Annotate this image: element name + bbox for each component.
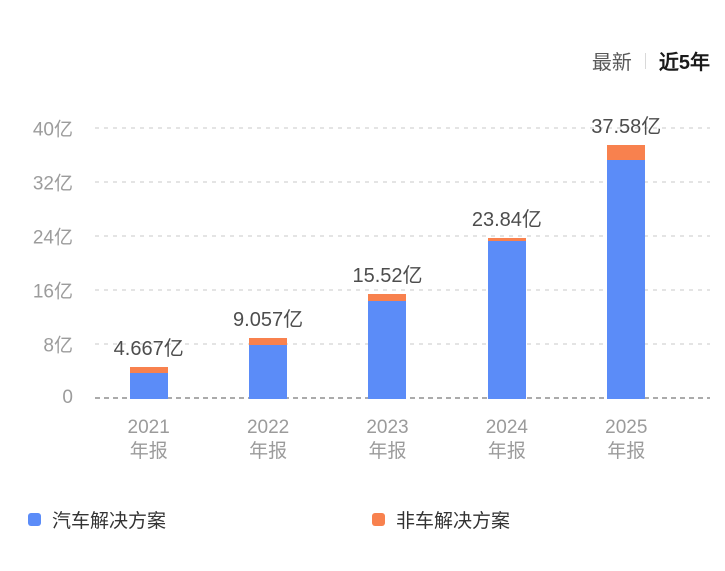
bar-stack[interactable] [249, 337, 288, 399]
y-tick-label: 24亿 [32, 227, 73, 249]
bar-slot[interactable]: 9.057亿 [208, 128, 327, 399]
non-auto-series-swatch-icon [372, 513, 385, 526]
bar-slot[interactable]: 15.52亿 [328, 128, 447, 399]
period-switcher: 最新 近5年 [592, 46, 710, 75]
legend-item-auto[interactable]: 汽车解决方案 [28, 506, 166, 533]
y-tick-label: 16亿 [32, 281, 73, 303]
tab-divider [644, 52, 646, 69]
x-axis-label: 2022 年报 [246, 417, 290, 462]
bar-stack[interactable] [129, 367, 168, 399]
legend-label-auto: 汽车解决方案 [52, 511, 167, 532]
x-axis-label: 2023 年报 [366, 417, 409, 462]
bar-segment-non-auto[interactable] [487, 238, 526, 242]
bar-value-label: 37.58亿 [591, 116, 662, 139]
bar-segment-non-auto[interactable] [368, 294, 407, 302]
tab-latest[interactable]: 最新 [591, 52, 632, 74]
bar-segment-non-auto[interactable] [607, 145, 646, 161]
bar-segment-auto[interactable] [129, 373, 168, 399]
x-axis: 2021 年报 2022 年报 2023 年报 2024 年报 2025 年报 [89, 416, 686, 468]
x-axis-label: 2024 年报 [485, 417, 529, 462]
legend-label-non-auto: 非车解决方案 [396, 511, 511, 532]
bar-value-label: 9.057亿 [233, 308, 304, 331]
bar-value-label: 4.667亿 [113, 338, 184, 361]
bar-segment-auto[interactable] [368, 301, 407, 399]
bars-container: 4.667亿 9.057亿 15.52亿 23.84亿 37.58亿 [89, 116, 686, 399]
bar-segment-non-auto[interactable] [129, 367, 168, 374]
bar-value-label: 23.84亿 [471, 209, 542, 232]
gridline [95, 289, 710, 291]
bar-segment-non-auto[interactable] [249, 337, 288, 345]
bar-segment-auto[interactable] [487, 241, 526, 399]
tab-last-5-years[interactable]: 近5年 [658, 52, 710, 74]
bar-segment-auto[interactable] [607, 160, 646, 399]
auto-series-swatch-icon [28, 513, 41, 526]
legend-item-non-auto[interactable]: 非车解决方案 [372, 506, 510, 533]
gridline [95, 127, 710, 129]
bar-value-label: 15.52亿 [352, 265, 423, 288]
gridline [95, 181, 710, 183]
bar-slot[interactable]: 4.667亿 [89, 128, 208, 399]
y-tick-label: 40亿 [32, 119, 73, 141]
bar-slot[interactable]: 37.58亿 [567, 116, 686, 399]
bar-segment-auto[interactable] [249, 345, 288, 399]
y-tick-label: 8亿 [43, 335, 73, 357]
y-tick-label: 0 [62, 387, 73, 408]
gridline [95, 235, 710, 237]
x-axis-label: 2025 年报 [605, 417, 648, 462]
y-tick-label: 32亿 [32, 173, 73, 195]
bar-stack[interactable] [607, 145, 646, 399]
bar-stack[interactable] [368, 294, 407, 399]
x-axis-label: 2021 年报 [127, 417, 170, 462]
bar-slot[interactable]: 23.84亿 [447, 128, 566, 399]
y-axis: 0 8亿 16亿 24亿 32亿 40亿 [0, 120, 73, 409]
bar-stack[interactable] [487, 238, 526, 399]
